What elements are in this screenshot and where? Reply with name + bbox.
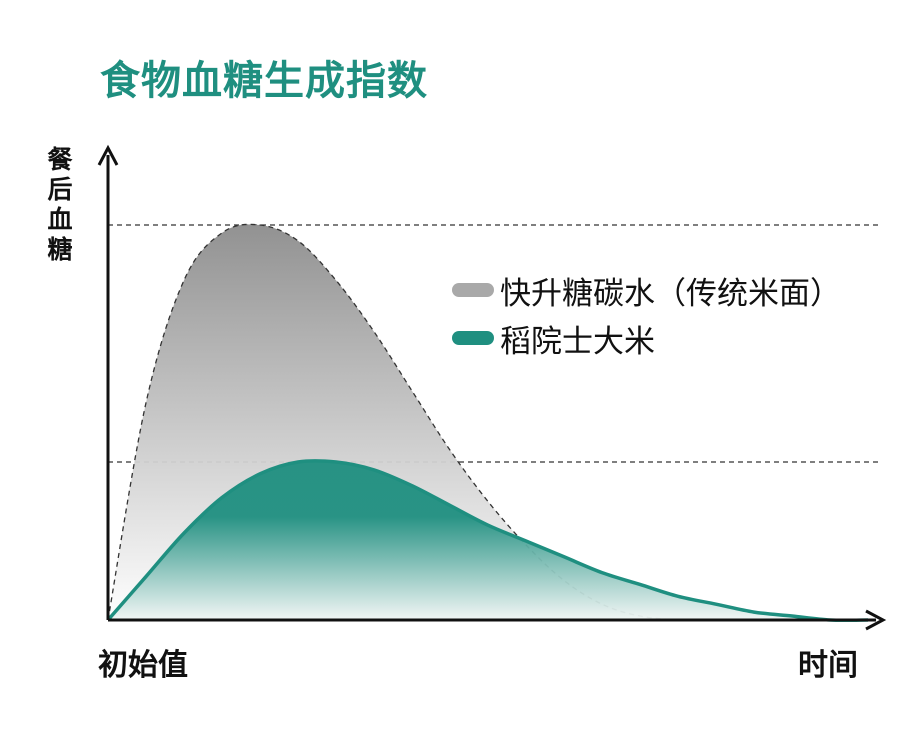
y-axis-label-char: 血 [47, 205, 73, 234]
x-axis-end-label: 时间 [798, 648, 858, 683]
y-axis-label-char: 餐 [47, 145, 73, 174]
legend-swatch-rice [452, 331, 494, 345]
y-axis-label-char: 后 [47, 175, 73, 204]
line-fast-carb [107, 223, 679, 621]
x-axis-arrow [865, 609, 887, 631]
x-axis-start-label: 初始值 [98, 648, 188, 683]
chart-title: 食物血糖生成指数 [100, 58, 428, 104]
line-rice [106, 459, 869, 623]
y-axis-arrow [97, 144, 119, 166]
legend: 快升糖碳水（传统米面） 稻院士大米 [452, 266, 841, 362]
legend-item-rice: 稻院士大米 [452, 314, 841, 362]
y-axis-label-char: 糖 [47, 235, 73, 264]
y-axis-label: 餐后血糖 [40, 145, 80, 265]
legend-item-fast-carb: 快升糖碳水（传统米面） [452, 266, 841, 314]
area-rice [108, 460, 868, 621]
legend-label-rice: 稻院士大米 [500, 323, 655, 360]
legend-label-fast-carb: 快升糖碳水（传统米面） [500, 275, 841, 312]
legend-swatch-fast-carb [452, 283, 494, 297]
